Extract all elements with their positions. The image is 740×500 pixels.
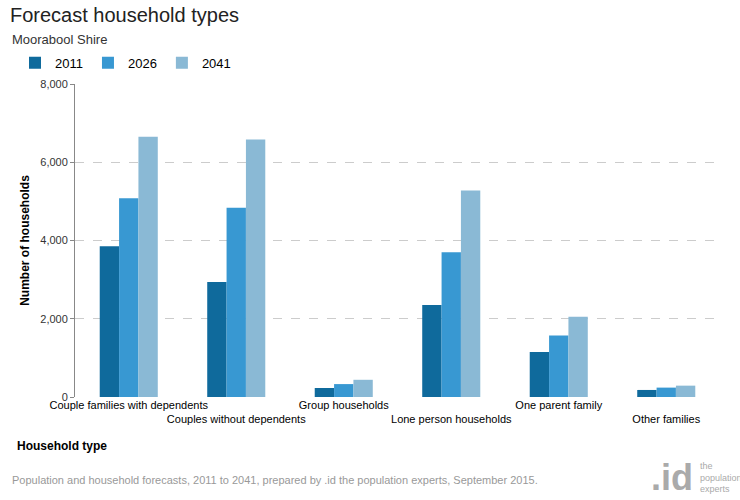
svg-text:Forecast household types: Forecast household types (10, 4, 239, 26)
svg-text:2041: 2041 (202, 56, 231, 71)
svg-text:8,000: 8,000 (40, 78, 68, 90)
svg-text:4,000: 4,000 (40, 234, 68, 246)
svg-text:Couples without dependents: Couples without dependents (167, 413, 306, 425)
svg-text:Number of households: Number of households (18, 175, 32, 306)
svg-text:thepopulationexperts: thepopulationexperts (700, 461, 740, 494)
svg-text:One parent family: One parent family (515, 399, 602, 411)
svg-text:Moorabool Shire: Moorabool Shire (12, 32, 107, 47)
svg-text:Population and household forec: Population and household forecasts, 2011… (12, 474, 538, 486)
svg-text:2026: 2026 (128, 56, 157, 71)
svg-text:2,000: 2,000 (40, 313, 68, 325)
svg-text:Lone person households: Lone person households (391, 413, 512, 425)
svg-text:Group households: Group households (299, 399, 389, 411)
svg-text:0: 0 (62, 391, 68, 403)
svg-text:6,000: 6,000 (40, 156, 68, 168)
svg-text:.id: .id (651, 457, 693, 498)
svg-text:2011: 2011 (55, 56, 83, 71)
svg-text:Household type: Household type (17, 439, 107, 453)
svg-text:Couple families with dependent: Couple families with dependents (50, 399, 209, 411)
svg-text:Other families: Other families (632, 413, 700, 425)
